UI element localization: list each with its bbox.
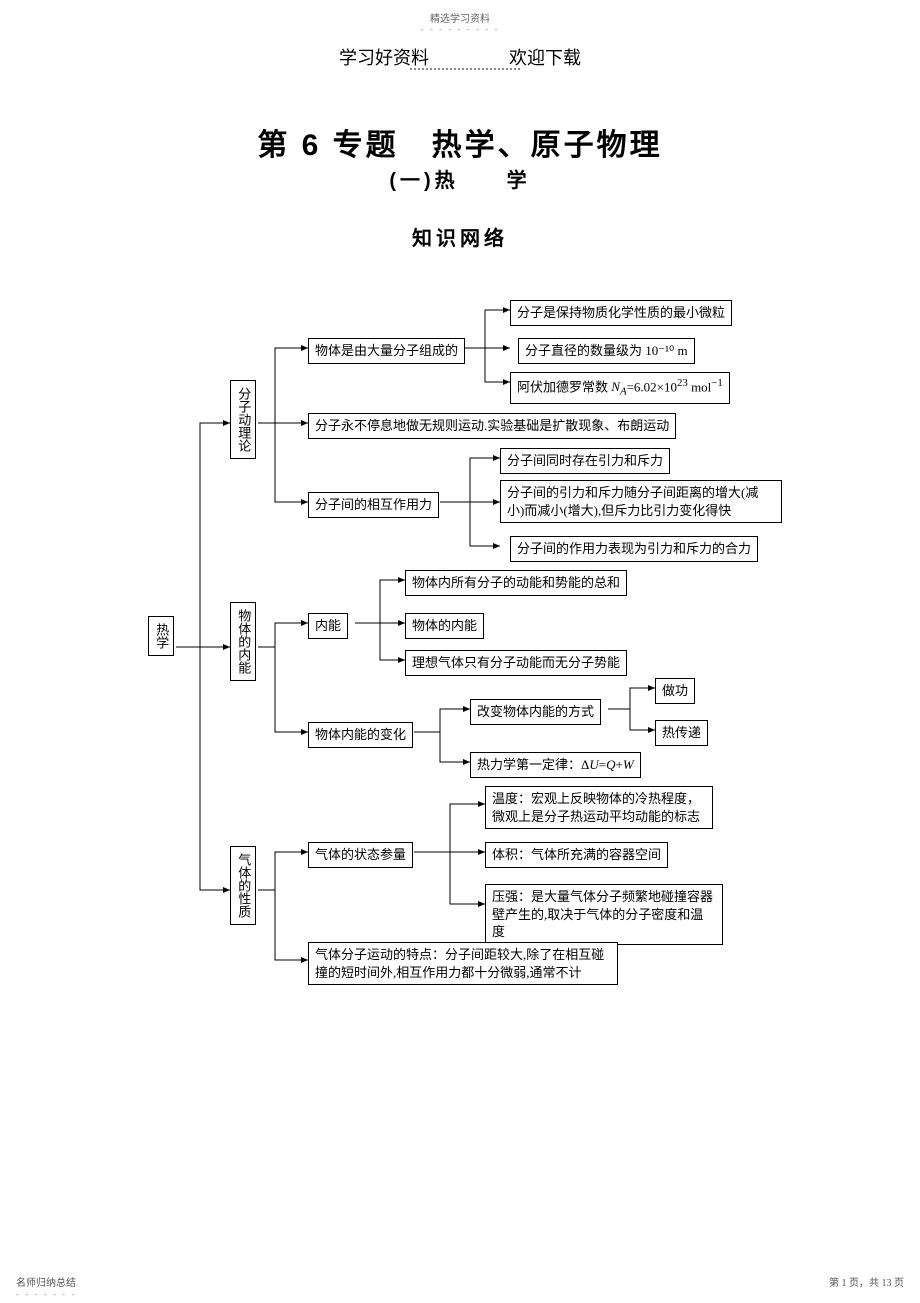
cat-box-1: 分子动理论 bbox=[230, 380, 256, 459]
n6b: 体积：气体所充满的容器空间 bbox=[485, 842, 668, 868]
n4c: 理想气体只有分子动能而无分子势能 bbox=[405, 650, 627, 676]
n1b: 分子直径的数量级为 10⁻¹⁰ m bbox=[518, 338, 695, 364]
n4a: 物体内所有分子的动能和势能的总和 bbox=[405, 570, 627, 596]
section-title: 知识网络 bbox=[412, 222, 508, 251]
n6a: 温度：宏观上反映物体的冷热程度，微观上是分子热运动平均动能的标志 bbox=[485, 786, 713, 829]
cat-box-3: 气体的性质 bbox=[230, 846, 256, 925]
n4b: 物体的内能 bbox=[405, 613, 484, 639]
n1: 物体是由大量分子组成的 bbox=[308, 338, 465, 364]
header-left: 学习好资料 bbox=[339, 44, 429, 70]
dots-bottom: - - - - - - - bbox=[16, 1289, 76, 1299]
top-label: 精选学习资料 bbox=[430, 10, 490, 25]
n5a: 改变物体内能的方式 bbox=[470, 699, 601, 725]
subtitle: (一)热 学 bbox=[389, 164, 530, 193]
n3c: 分子间的作用力表现为引力和斥力的合力 bbox=[510, 536, 758, 562]
header-underline bbox=[410, 68, 520, 70]
n4: 内能 bbox=[308, 613, 348, 639]
dots-top: - - - - - - - - - bbox=[421, 24, 500, 34]
n5a1: 做功 bbox=[655, 678, 695, 704]
footer-right: 第 1 页，共 13 页 bbox=[829, 1274, 904, 1289]
n3: 分子间的相互作用力 bbox=[308, 492, 439, 518]
n7: 气体分子运动的特点：分子间距较大,除了在相互碰撞的短时间外,相互作用力都十分微弱… bbox=[308, 942, 618, 985]
n6: 气体的状态参量 bbox=[308, 842, 413, 868]
title-main: 第 6 专题 热学、原子物理 bbox=[257, 120, 662, 164]
cat-box-2: 物体的内能 bbox=[230, 602, 256, 681]
header-row: 学习好资料 欢迎下载 bbox=[339, 44, 581, 70]
n6c: 压强：是大量气体分子频繁地碰撞容器壁产生的,取决于气体的分子密度和温度 bbox=[485, 884, 723, 945]
n3b: 分子间的引力和斥力随分子间距离的增大(减小)而减小(增大),但斥力比引力变化得快 bbox=[500, 480, 782, 523]
header-right: 欢迎下载 bbox=[509, 44, 581, 70]
footer-left: 名师归纳总结 bbox=[16, 1274, 76, 1289]
diagram: 热学 分子动理论 物体的内能 气体的性质 物体是由大量分子组成的 分子是保持物质… bbox=[130, 280, 890, 1020]
n3a: 分子间同时存在引力和斥力 bbox=[500, 448, 670, 474]
n5: 物体内能的变化 bbox=[308, 722, 413, 748]
n2: 分子永不停息地做无规则运动.实验基础是扩散现象、布朗运动 bbox=[308, 413, 676, 439]
n5a2: 热传递 bbox=[655, 720, 708, 746]
root-box: 热学 bbox=[148, 616, 174, 656]
n5b: 热力学第一定律：ΔU=Q+W bbox=[470, 752, 641, 778]
n1a: 分子是保持物质化学性质的最小微粒 bbox=[510, 300, 732, 326]
n1c: 阿伏加德罗常数 NA=6.02×1023 mol−1 bbox=[510, 372, 730, 404]
